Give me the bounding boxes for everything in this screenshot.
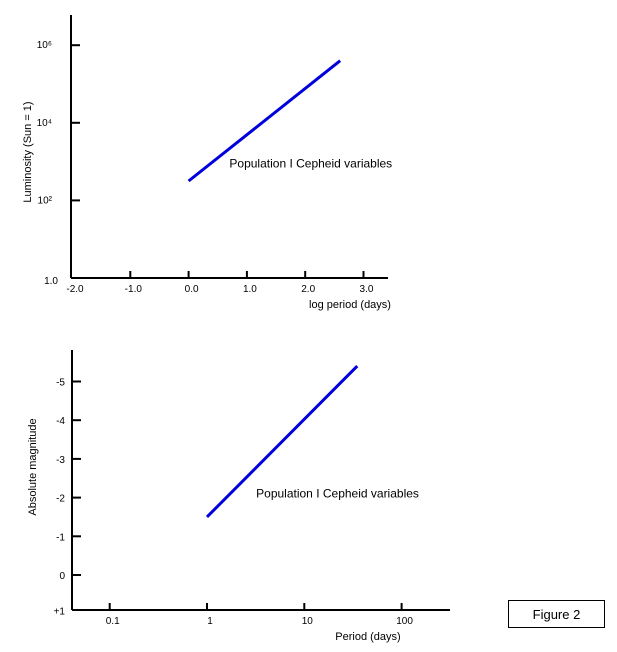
x-tick-label: 2.0 <box>301 284 315 295</box>
luminosity-chart: -2.0 -1.0 0.0 1.0 2.0 3.0 1.0 10² 10⁴ 10⁶ Populati… <box>22 15 392 311</box>
x-tick-label: 1.0 <box>243 284 257 295</box>
series-line <box>187 59 342 183</box>
y-tick-label: -1 <box>56 532 65 543</box>
y-tick-label: 10⁶ <box>37 40 52 51</box>
y-tick-label: -3 <box>56 455 65 466</box>
x-tick-label: 0.1 <box>106 616 120 627</box>
annotation-label: Population I Cepheid variables <box>256 487 419 501</box>
x-tick-label: 100 <box>396 616 413 627</box>
y-tick-label: +1 <box>54 607 66 618</box>
x-tick-label: 0.0 <box>185 284 199 295</box>
x-tick-label: 1 <box>207 616 213 627</box>
x-tick-label: -2.0 <box>66 284 84 295</box>
x-tick-label: -1.0 <box>125 284 143 295</box>
y-tick-label: -5 <box>56 378 65 389</box>
y-tick-label: 1.0 <box>44 276 58 287</box>
y-tick-label: -2 <box>56 494 65 505</box>
figure-label: Figure 2 <box>532 606 581 622</box>
figure-label-box: Figure 2 <box>508 600 605 628</box>
annotation-label: Population I Cepheid variables <box>229 156 392 170</box>
y-axis-title: Luminosity (Sun = 1) <box>22 101 34 202</box>
x-tick-label: 10 <box>302 616 314 627</box>
x-tick-label: 3.0 <box>360 284 374 295</box>
x-axis-title: log period (days) <box>309 299 391 311</box>
magnitude-chart: 0.1 1 10 100 +1 0 -1 -2 -3 -4 -5 Population I Cephe… <box>27 350 450 643</box>
y-axis-title: Absolute magnitude <box>27 418 39 515</box>
x-axis-title: Period (days) <box>335 631 400 643</box>
y-tick-label: -4 <box>56 416 65 427</box>
series-line <box>205 364 359 519</box>
y-tick-label: 10⁴ <box>37 118 52 129</box>
y-tick-label: 0 <box>59 571 65 582</box>
y-tick-label: 10² <box>38 195 53 206</box>
